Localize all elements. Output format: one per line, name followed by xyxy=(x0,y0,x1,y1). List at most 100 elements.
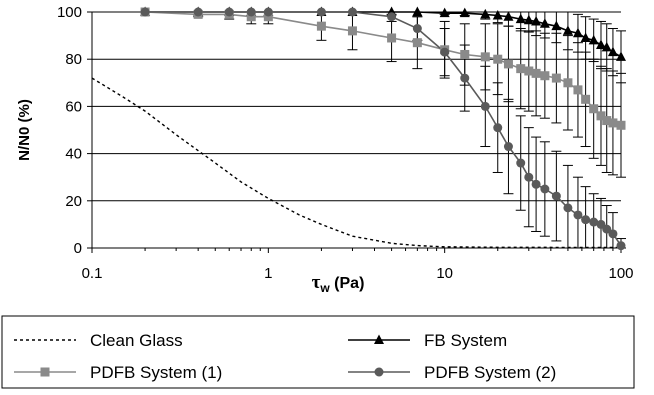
plot-area xyxy=(91,12,621,249)
pdfb-system-1-point xyxy=(246,12,256,22)
fb-system-point xyxy=(439,7,450,18)
x-axis-label-unit: (Pa) xyxy=(330,275,365,292)
y-tick-label: 80 xyxy=(65,51,82,68)
fb-system-line xyxy=(145,11,622,58)
series-lines xyxy=(91,11,622,249)
pdfb-system-1-point xyxy=(616,120,626,130)
legend-label-pdfb-system-2: PDFB System (2) xyxy=(424,363,556,382)
y-tick-label: 20 xyxy=(65,193,82,210)
fb-system-point xyxy=(539,18,550,28)
legend-box xyxy=(1,315,635,389)
clean-glass-line xyxy=(91,77,622,249)
pdfb-system-2-point xyxy=(581,215,591,225)
pdfb-system-1-point xyxy=(596,111,606,121)
pdfb-system-2-point xyxy=(551,191,561,201)
fb-system-point xyxy=(492,10,503,20)
fb-system-point xyxy=(601,41,612,52)
pdfb-system-2-point xyxy=(573,210,583,220)
series-markers xyxy=(140,6,626,251)
pdfb-system-1-point xyxy=(581,94,591,104)
y-tick-label: 40 xyxy=(65,146,82,163)
pdfb-system-1-point xyxy=(573,85,583,95)
pdfb-system-2-point xyxy=(387,12,397,22)
pdfb-system-1-point xyxy=(524,66,534,76)
pdfb-system-2-point xyxy=(193,7,203,17)
x-axis-label-symbol: τ xyxy=(312,272,321,293)
pdfb-system-2-point xyxy=(316,7,326,17)
pdfb-system-1-point xyxy=(412,38,422,48)
x-axis-label-subscript: w xyxy=(319,281,330,295)
fb-system-point xyxy=(459,7,470,18)
pdfb-system-1-point xyxy=(602,116,612,126)
pdfb-system-2-point xyxy=(531,179,541,189)
fb-system-point xyxy=(412,6,423,16)
fb-system-point xyxy=(515,13,526,24)
x-tick-label: 0.1 xyxy=(82,265,103,282)
pdfb-system-2-point xyxy=(540,184,550,194)
legend-label-pdfb-system-1: PDFB System (1) xyxy=(90,363,222,382)
x-ticks: 0.1 1 10 100 xyxy=(82,248,634,282)
pdfb-system-1-point xyxy=(589,104,599,114)
legend-marker-fb-system xyxy=(374,334,384,344)
pdfb-system-1-point xyxy=(480,52,490,62)
fb-system-point xyxy=(616,51,626,61)
pdfb-system-1-point xyxy=(493,54,503,64)
x-tick-label: 1 xyxy=(264,265,272,282)
legend-marker-pdfb-system-2 xyxy=(374,367,384,377)
pdfb-system-2-point xyxy=(516,158,526,168)
x-tick-label: 10 xyxy=(436,265,453,282)
pdfb-system-2-point xyxy=(246,7,256,17)
y-ticks: 0 20 40 60 80 100 xyxy=(57,4,92,257)
fb-system-point xyxy=(588,34,599,45)
pdfb-system-2-point xyxy=(140,7,150,17)
fb-system-point xyxy=(480,8,491,19)
pdfb-system-1-point xyxy=(551,73,561,83)
pdfb-system-1-point xyxy=(263,12,273,22)
pdfb-system-1-point xyxy=(387,33,397,43)
fb-system-point xyxy=(551,20,562,31)
pdfb-system-2-point xyxy=(412,24,422,34)
pdfb-system-1-point xyxy=(531,68,541,78)
pdfb-system-2-point xyxy=(493,123,503,133)
error-bars xyxy=(193,11,626,249)
fb-system-point xyxy=(503,11,514,21)
gridlines xyxy=(92,11,621,202)
pdfb-system-1-point xyxy=(516,64,526,74)
x-tick-label: 100 xyxy=(608,265,633,282)
pdfb-system-2-point xyxy=(616,241,626,251)
pdfb-system-1-point xyxy=(460,49,470,59)
pdfb-system-2-point xyxy=(460,73,470,83)
pdfb-system-1-point xyxy=(316,21,326,31)
pdfb-system-2-point xyxy=(602,224,612,234)
fb-system-point xyxy=(580,32,591,42)
fb-system-point xyxy=(595,39,606,50)
pdfb-system-2-point xyxy=(589,217,599,227)
pdfb-system-2-point xyxy=(608,229,618,239)
legend-marker-pdfb-system-1 xyxy=(40,367,50,377)
pdfb-system-2-line xyxy=(145,11,622,247)
pdfb-system-2-point xyxy=(347,7,357,17)
pdfb-system-2-point xyxy=(503,142,513,152)
x-axis-label: τw (Pa) xyxy=(312,272,365,295)
pdfb-system-2-point xyxy=(563,203,573,213)
pdfb-system-1-point xyxy=(540,71,550,81)
pdfb-system-2-point xyxy=(524,172,534,182)
fb-system-point xyxy=(607,46,618,57)
pdfb-system-2-point xyxy=(440,47,450,57)
y-tick-label: 60 xyxy=(65,98,82,115)
pdfb-system-2-point xyxy=(480,101,490,111)
y-tick-label: 0 xyxy=(74,240,82,257)
pdfb-system-1-point xyxy=(608,118,618,128)
pdfb-system-1-point xyxy=(563,78,573,88)
fb-system-point xyxy=(562,25,573,35)
pdfb-system-1-point xyxy=(347,26,357,36)
fb-system-point xyxy=(523,14,534,25)
pdfb-system-1-point xyxy=(503,59,513,69)
pdfb-system-2-point xyxy=(263,7,273,17)
legend-label-clean-glass: Clean Glass xyxy=(90,331,183,350)
legend-label-fb-system: FB System xyxy=(424,331,507,350)
fb-system-point xyxy=(531,15,542,26)
y-tick-label: 100 xyxy=(57,4,82,21)
fb-system-point xyxy=(572,27,583,38)
